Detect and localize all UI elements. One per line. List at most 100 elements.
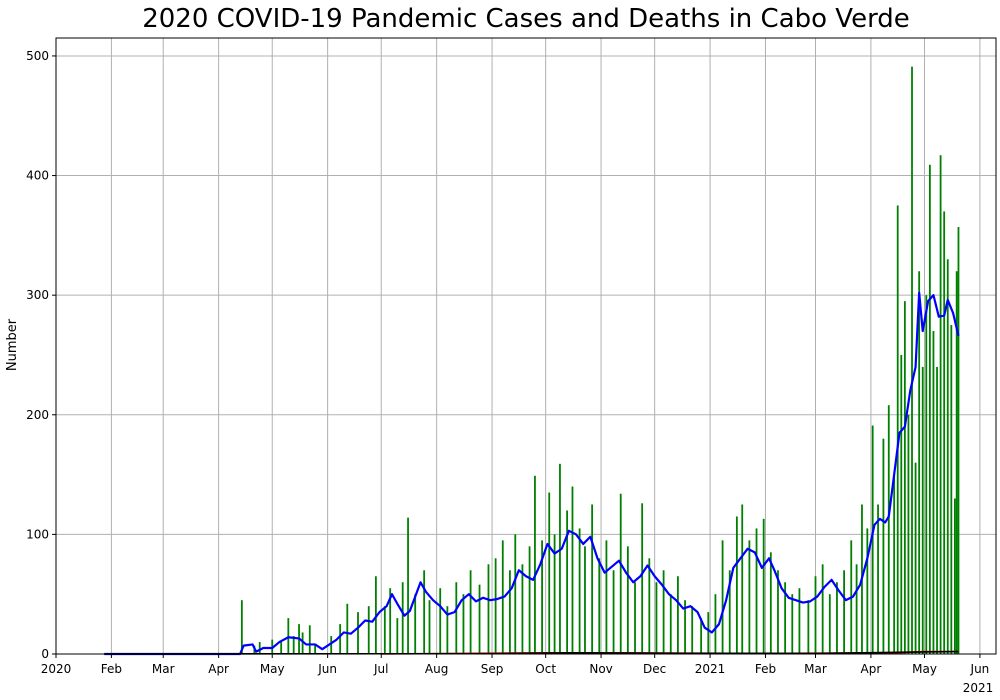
cases-bar-43 — [566, 510, 569, 654]
cases-bar-17 — [383, 606, 386, 654]
series-line-1 — [104, 291, 960, 656]
cases-bar-22 — [414, 594, 417, 654]
cases-bar-95 — [907, 414, 910, 654]
y-tick-label-1: 100 — [26, 527, 49, 541]
x-tick-label-17: Jun — [970, 662, 990, 676]
cases-bar-63 — [707, 612, 710, 654]
cases-bar-89 — [882, 438, 885, 654]
cases-bar-37 — [528, 546, 531, 654]
cases-bar-106 — [946, 259, 949, 654]
cases-bar-51 — [619, 493, 622, 654]
cases-bar-60 — [684, 600, 686, 654]
cases-bar-19 — [396, 618, 399, 654]
x-tick-label-0: 2020 — [41, 662, 72, 676]
cases-bar-78 — [814, 576, 817, 654]
cases-bar-77 — [807, 600, 810, 654]
cases-bar-10 — [314, 644, 317, 654]
cases-bar-97 — [914, 462, 917, 654]
cases-bar-39 — [541, 540, 543, 654]
cases-bar-90 — [887, 405, 890, 654]
cases-bar-88 — [877, 504, 879, 654]
cases-bar-54 — [641, 503, 644, 654]
cases-bar-80 — [828, 594, 831, 654]
cases-bar-93 — [900, 354, 903, 654]
cases-bar-91 — [893, 474, 896, 654]
cases-bar-15 — [367, 606, 370, 654]
x-tick-label-16: May — [912, 662, 937, 676]
cases-bar-31 — [487, 564, 490, 654]
cases-bar-87 — [871, 425, 874, 654]
cases-bar-62 — [700, 618, 703, 654]
x-tick-label-12: 2021 — [695, 662, 726, 676]
cases-bar-84 — [855, 564, 858, 654]
x-tick-label-1: Feb — [101, 662, 122, 676]
cases-bar-98 — [918, 271, 921, 654]
cases-bar-18 — [389, 588, 392, 654]
cases-bar-25 — [439, 588, 442, 654]
x-tick-label-4: May — [260, 662, 285, 676]
cases-bar-101 — [928, 164, 931, 655]
cases-bar-9 — [308, 625, 311, 654]
axis-ticks: 0 100 200 300 400 500 2020 Feb Mar Apr May Jun Jul Au… — [26, 49, 989, 676]
x-tick-label-9: Oct — [535, 662, 556, 676]
cases-bar-64 — [714, 594, 717, 654]
cases-bar-82 — [843, 570, 845, 654]
y-tick-label-4: 400 — [26, 169, 49, 183]
cases-bar-69 — [748, 540, 751, 654]
cases-bar-32 — [494, 558, 497, 654]
cases-bar-99 — [921, 366, 924, 654]
cases-bar-4 — [280, 642, 283, 654]
cases-bar-86 — [866, 528, 869, 654]
grid — [55, 38, 996, 655]
cases-bar-46 — [584, 546, 586, 654]
cases-bar-24 — [428, 600, 431, 654]
cases-bar-59 — [677, 576, 679, 654]
plot-frame — [55, 37, 997, 655]
cases-bar-42 — [559, 463, 561, 654]
cases-bar-68 — [741, 504, 744, 654]
cases-bar-0 — [240, 600, 243, 654]
cases-bar-53 — [634, 582, 636, 654]
cases-bar-102 — [932, 331, 935, 654]
cases-bar-71 — [762, 518, 765, 654]
cases-bar-105 — [943, 211, 946, 654]
y-tick-label-3: 300 — [26, 288, 49, 302]
cases-bar-26 — [446, 606, 449, 654]
cases-bar-48 — [598, 558, 601, 654]
cases-bar-30 — [478, 584, 481, 654]
cases-bar-61 — [691, 606, 694, 654]
x-tick-label-2: Mar — [152, 662, 175, 676]
cases-bar-56 — [655, 582, 658, 654]
cases-bar-20 — [401, 582, 404, 654]
cases-bar-35 — [514, 534, 517, 654]
cases-bar-100 — [925, 295, 928, 654]
cases-bar-109 — [955, 271, 958, 654]
cases-bar-75 — [791, 594, 794, 654]
cases-bar-81 — [836, 582, 838, 654]
cases-bar-74 — [784, 582, 787, 654]
x-tick-label-6: Jul — [373, 662, 388, 676]
cases-bar-21 — [407, 517, 409, 654]
cases-bar-57 — [662, 570, 665, 654]
cases-bar-6 — [292, 636, 295, 654]
cases-bar-2 — [258, 642, 261, 654]
x-tick-label-7: Aug — [425, 662, 448, 676]
cases-bar-108 — [953, 498, 956, 654]
cases-bar-103 — [936, 366, 938, 654]
x-tick-label-13: Feb — [755, 662, 776, 676]
cases-bar-66 — [728, 570, 731, 654]
y-tick-label-2: 200 — [26, 408, 49, 422]
y-tick-label-0: 0 — [41, 647, 49, 661]
cases-bar-23 — [423, 570, 426, 654]
cases-bar-79 — [821, 564, 824, 654]
cases-bar-11 — [330, 636, 333, 654]
cases-bar-13 — [346, 603, 349, 654]
cases-bar-55 — [648, 558, 651, 654]
cases-bar-70 — [755, 528, 758, 654]
cases-bar-5 — [287, 618, 290, 654]
cases-bar-67 — [735, 516, 738, 654]
cases-bar-38 — [534, 475, 536, 654]
cases-bar-36 — [521, 564, 524, 654]
cases-bar-44 — [571, 486, 574, 654]
